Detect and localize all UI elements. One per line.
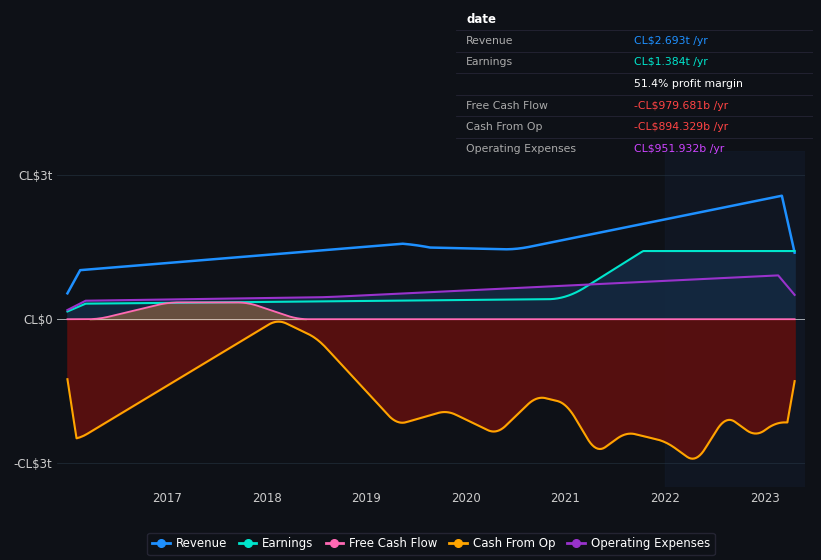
Text: date: date (466, 13, 497, 26)
Text: Revenue: Revenue (466, 36, 514, 46)
Text: Free Cash Flow: Free Cash Flow (466, 101, 548, 111)
Text: 51.4% profit margin: 51.4% profit margin (635, 79, 743, 89)
Text: -CL$979.681b /yr: -CL$979.681b /yr (635, 101, 728, 111)
Text: Earnings: Earnings (466, 58, 513, 67)
Text: Operating Expenses: Operating Expenses (466, 144, 576, 154)
Text: -CL$894.329b /yr: -CL$894.329b /yr (635, 122, 728, 132)
Text: CL$1.384t /yr: CL$1.384t /yr (635, 58, 708, 67)
Text: CL$951.932b /yr: CL$951.932b /yr (635, 144, 724, 154)
Legend: Revenue, Earnings, Free Cash Flow, Cash From Op, Operating Expenses: Revenue, Earnings, Free Cash Flow, Cash … (147, 533, 715, 555)
Bar (665, 151, 805, 487)
Text: CL$2.693t /yr: CL$2.693t /yr (635, 36, 708, 46)
Text: Cash From Op: Cash From Op (466, 122, 543, 132)
